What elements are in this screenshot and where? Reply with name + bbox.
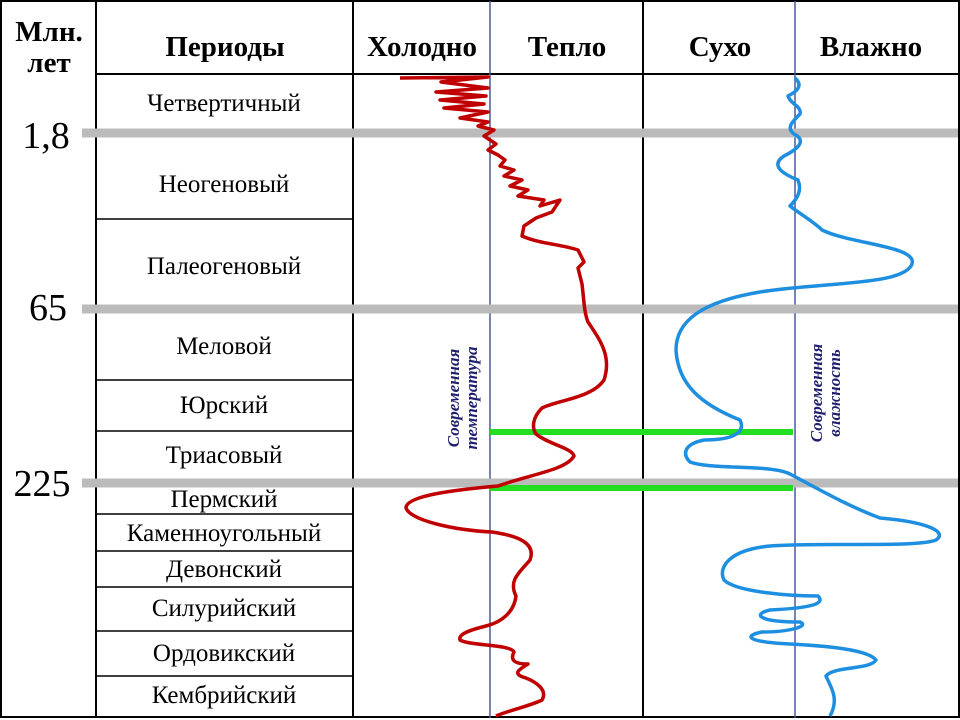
temperature-curve (399, 75, 609, 718)
age-mark-225: 225 (14, 463, 71, 505)
modern-humidity-label-1: Современная (807, 344, 826, 443)
period-jurassic: Юрский (180, 392, 268, 419)
age-mark-65: 65 (29, 287, 67, 329)
header-age-line1: Млн. (15, 16, 83, 48)
period-cambrian: Кембрийский (152, 682, 297, 709)
period-cretaceous: Меловой (176, 333, 271, 360)
header-dry: Сухо (689, 31, 752, 63)
period-ordovician: Ордовикский (153, 640, 295, 667)
header-age-line2: лет (27, 47, 70, 79)
modern-humidity-label-2: влажность (825, 349, 844, 437)
period-quaternary: Четвертичный (147, 90, 301, 117)
period-neogene: Неогеновый (159, 171, 290, 198)
humidity-curve (674, 76, 942, 717)
header-wet: Влажно (820, 31, 922, 63)
period-paleogene: Палеогеновый (147, 253, 301, 280)
header-warm: Тепло (528, 31, 607, 63)
header-periods: Периоды (165, 31, 284, 63)
period-devonian: Девонский (166, 556, 282, 583)
modern-temperature-label-2: температура (462, 346, 481, 449)
period-triassic: Триасовый (166, 442, 283, 469)
header-cold: Холодно (367, 31, 477, 63)
period-row-separators (96, 218, 353, 677)
period-permian: Пермский (170, 486, 277, 513)
age-mark-1-8: 1,8 (22, 115, 70, 157)
modern-temperature-label-1: Современная (444, 349, 463, 448)
period-carboniferous: Каменноугольный (127, 520, 321, 547)
period-silurian: Силурийский (152, 595, 296, 622)
